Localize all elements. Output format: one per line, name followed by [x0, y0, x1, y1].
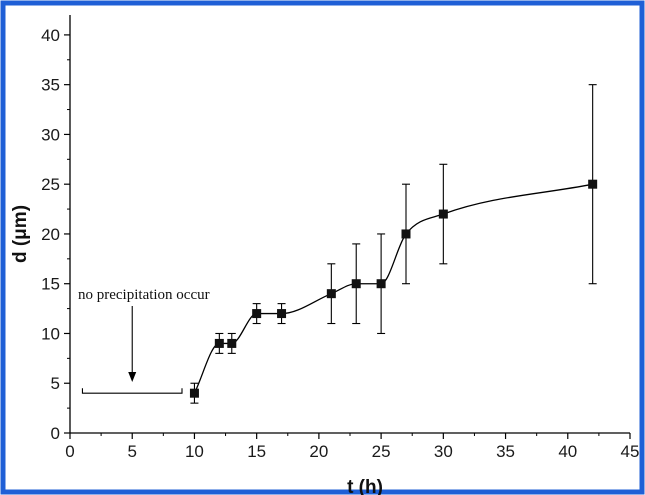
data-point [189, 388, 199, 398]
x-tick-label: 20 [309, 442, 328, 461]
data-point [252, 309, 262, 319]
data-point [438, 209, 448, 219]
y-tick-label: 5 [51, 374, 60, 393]
y-tick-label: 25 [41, 175, 60, 194]
data-point [588, 179, 598, 189]
data-point [376, 279, 386, 289]
x-axis-title: t (h) [347, 477, 383, 495]
y-tick-label: 0 [51, 424, 60, 443]
y-axis-title: d (μm) [10, 205, 31, 263]
y-tick-label: 15 [41, 275, 60, 294]
data-point [214, 338, 224, 348]
annotation-text: no precipitation occur [78, 287, 210, 303]
x-tick-label: 10 [185, 442, 204, 461]
x-tick-label: 15 [247, 442, 266, 461]
data-point [326, 289, 336, 299]
data-point [277, 309, 287, 319]
y-tick-label: 40 [41, 26, 60, 45]
x-tick-label: 45 [621, 442, 640, 461]
data-point [351, 279, 361, 289]
annotation: no precipitation occur [78, 287, 210, 394]
x-tick-label: 0 [65, 442, 74, 461]
y-axis: 0 5 10 15 20 25 30 35 40 [41, 15, 71, 443]
fitted-curve [193, 183, 593, 394]
x-axis: 0 5 10 15 20 25 30 35 40 45 [65, 432, 640, 461]
y-tick-label: 10 [41, 324, 60, 343]
x-tick-label: 40 [558, 442, 577, 461]
x-tick-label: 30 [434, 442, 453, 461]
x-tick-label: 25 [372, 442, 391, 461]
no-precipitation-bracket [81, 388, 183, 394]
data-point [401, 229, 411, 239]
arrow-head [128, 372, 137, 382]
x-tick-label: 5 [127, 442, 136, 461]
y-tick-label: 30 [41, 125, 60, 144]
y-tick-label: 20 [41, 225, 60, 244]
y-tick-label: 35 [41, 76, 60, 95]
x-tick-label: 35 [496, 442, 515, 461]
plot-area [189, 84, 598, 404]
data-point [227, 338, 237, 348]
